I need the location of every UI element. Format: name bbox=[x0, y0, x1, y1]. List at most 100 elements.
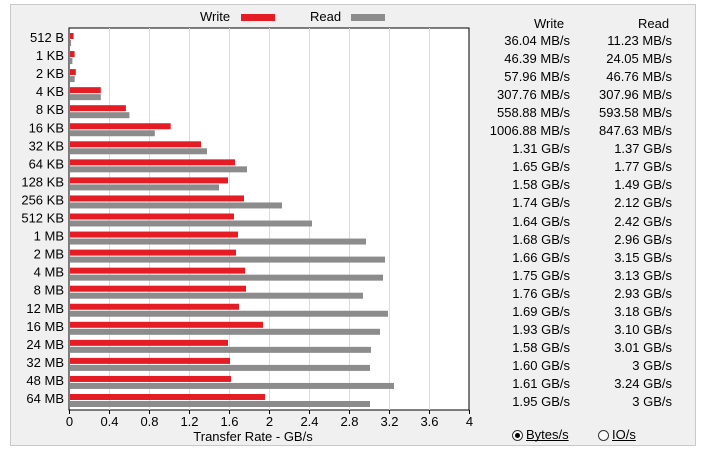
write-rate-value: 1.65 GB/s bbox=[512, 159, 570, 175]
bytes-radio-label[interactable]: Bytes/s bbox=[526, 427, 569, 442]
x-tick-label: 2.4 bbox=[300, 414, 318, 429]
read-bar bbox=[70, 112, 130, 119]
write-bar bbox=[70, 321, 263, 328]
write-bar bbox=[70, 303, 239, 310]
x-tick-label: 0.8 bbox=[140, 414, 158, 429]
x-tick-label: 0 bbox=[66, 414, 73, 429]
read-bar bbox=[70, 292, 363, 299]
read-column-header: Read bbox=[638, 16, 670, 31]
write-bar bbox=[70, 105, 126, 112]
write-bar bbox=[70, 213, 234, 220]
io-per-second-radio[interactable]: IO/s bbox=[598, 427, 636, 442]
legend-read-label: Read bbox=[310, 9, 342, 24]
write-bar bbox=[70, 123, 171, 130]
read-rate-value: 46.76 MB/s bbox=[606, 69, 672, 85]
category-label: 512 B bbox=[30, 30, 64, 45]
write-rate-value: 1.93 GB/s bbox=[512, 321, 570, 337]
write-rate-value: 307.76 MB/s bbox=[497, 87, 570, 103]
read-rate-value: 3.01 GB/s bbox=[614, 339, 672, 355]
category-label: 16 MB bbox=[26, 319, 64, 334]
category-label: 24 MB bbox=[26, 337, 64, 352]
write-rate-value: 36.04 MB/s bbox=[504, 33, 570, 48]
read-rate-value: 3.10 GB/s bbox=[614, 321, 672, 337]
x-tick-label: 1.6 bbox=[220, 414, 238, 429]
write-bar bbox=[70, 357, 230, 364]
category-label: 8 KB bbox=[36, 102, 64, 117]
read-rate-value: 1.49 GB/s bbox=[614, 177, 672, 193]
category-label: 2 MB bbox=[34, 247, 64, 262]
category-label: 512 KB bbox=[21, 211, 64, 226]
write-rate-value: 1.31 GB/s bbox=[512, 141, 570, 157]
read-bar bbox=[70, 256, 385, 263]
write-column-header: Write bbox=[534, 16, 565, 31]
read-bar bbox=[70, 328, 380, 335]
category-label: 128 KB bbox=[21, 174, 64, 189]
read-rate-value: 11.23 MB/s bbox=[607, 33, 672, 48]
write-bar bbox=[70, 394, 265, 400]
category-label: 16 KB bbox=[29, 120, 64, 135]
write-rate-value: 1.60 GB/s bbox=[512, 357, 570, 373]
write-bar bbox=[70, 51, 75, 58]
x-axis-label: Transfer Rate - GB/s bbox=[193, 429, 313, 444]
write-rate-value: 46.39 MB/s bbox=[504, 51, 570, 67]
write-rate-value: 1.76 GB/s bbox=[512, 285, 570, 301]
read-rate-value: 307.96 MB/s bbox=[599, 87, 672, 103]
category-label: 4 MB bbox=[34, 265, 64, 280]
write-bar bbox=[70, 33, 74, 39]
read-rate-value: 847.63 MB/s bbox=[599, 123, 672, 139]
read-bar bbox=[70, 364, 370, 371]
read-bar bbox=[70, 94, 101, 101]
write-rate-value: 1.69 GB/s bbox=[512, 303, 570, 319]
io-radio-circle[interactable] bbox=[598, 430, 609, 441]
write-bar bbox=[70, 195, 244, 202]
legend-read-swatch bbox=[351, 14, 385, 21]
write-rate-value: 1.64 GB/s bbox=[512, 213, 570, 229]
category-label: 1 KB bbox=[36, 48, 64, 63]
write-bar bbox=[70, 177, 228, 184]
read-bar bbox=[70, 401, 370, 407]
category-label: 8 MB bbox=[34, 283, 64, 298]
read-rate-value: 1.77 GB/s bbox=[614, 159, 672, 175]
write-rate-value: 1.58 GB/s bbox=[512, 339, 570, 355]
write-bar bbox=[70, 159, 235, 166]
category-label: 4 KB bbox=[36, 84, 64, 99]
category-label: 12 MB bbox=[26, 301, 64, 316]
legend-write-label: Write bbox=[200, 9, 231, 24]
category-label: 2 KB bbox=[36, 66, 64, 81]
read-bar bbox=[70, 184, 219, 191]
read-rate-value: 593.58 MB/s bbox=[599, 105, 672, 121]
write-rate-value: 1.74 GB/s bbox=[512, 195, 570, 211]
x-tick-label: 3.6 bbox=[420, 414, 438, 429]
category-label: 32 MB bbox=[26, 355, 64, 370]
bytes-radio-circle[interactable] bbox=[512, 430, 523, 441]
write-rate-value: 558.88 MB/s bbox=[497, 105, 570, 121]
write-bar bbox=[70, 69, 76, 76]
category-label: 1 MB bbox=[34, 229, 64, 244]
x-tick-label: 4 bbox=[466, 414, 473, 429]
read-rate-value: 3.13 GB/s bbox=[614, 267, 672, 283]
x-tick-label: 3.2 bbox=[380, 414, 398, 429]
x-tick-label: 2 bbox=[266, 414, 273, 429]
bytes-per-second-radio[interactable]: Bytes/s bbox=[512, 427, 569, 442]
read-bar bbox=[70, 130, 155, 137]
write-bar bbox=[70, 339, 228, 346]
read-bar bbox=[70, 238, 366, 245]
legend-write-swatch bbox=[241, 14, 275, 21]
read-rate-value: 3.18 GB/s bbox=[614, 303, 672, 319]
io-radio-label[interactable]: IO/s bbox=[612, 427, 636, 442]
read-bar bbox=[70, 76, 75, 83]
write-rate-value: 1006.88 MB/s bbox=[489, 123, 570, 139]
category-label: 64 MB bbox=[26, 391, 64, 406]
write-rate-value: 1.58 GB/s bbox=[512, 177, 570, 193]
read-rate-value: 2.12 GB/s bbox=[614, 195, 672, 211]
read-bar bbox=[70, 382, 394, 389]
read-bar bbox=[70, 310, 388, 317]
write-rate-value: 1.75 GB/s bbox=[512, 267, 570, 283]
write-rate-value: 57.96 MB/s bbox=[504, 69, 570, 85]
x-tick-label: 1.2 bbox=[180, 414, 198, 429]
write-bar bbox=[70, 231, 238, 238]
read-bar bbox=[70, 346, 371, 353]
write-bar bbox=[70, 285, 246, 292]
write-bar bbox=[70, 249, 236, 256]
write-bar bbox=[70, 375, 231, 382]
